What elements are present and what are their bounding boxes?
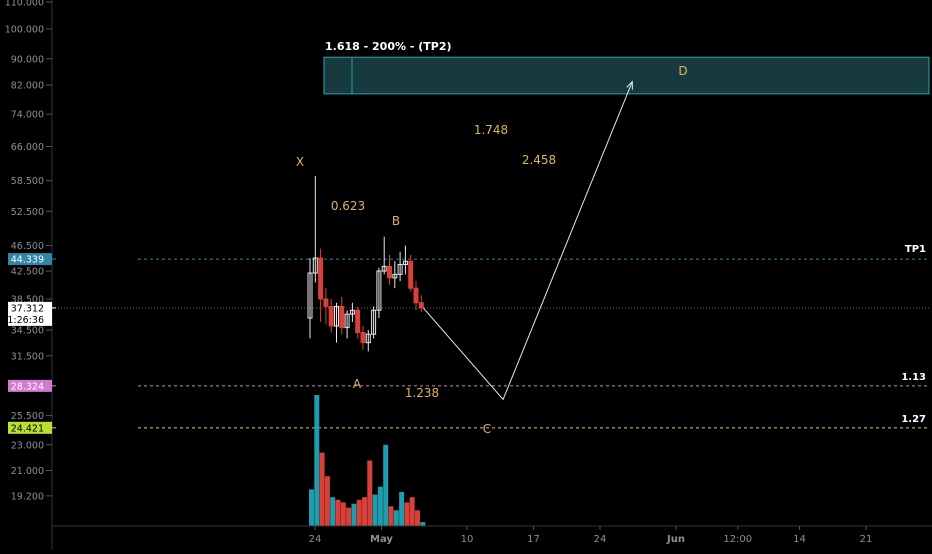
candle-body <box>323 298 329 307</box>
x-tick-label: 24 <box>309 534 322 545</box>
x-tick-label: 17 <box>527 534 540 545</box>
y-tick-label: 46.500 <box>11 241 44 252</box>
price-tag-bg <box>8 421 52 434</box>
candle-body <box>328 305 334 327</box>
candle-body <box>418 302 424 309</box>
candle-body <box>392 273 398 279</box>
x-tick-label: May <box>370 534 393 545</box>
pattern-path <box>422 81 633 401</box>
volume-bar <box>362 497 367 526</box>
y-tick-label: 52.500 <box>11 207 44 218</box>
ratio-label: 1.238 <box>405 386 439 400</box>
y-tick-label: 74.000 <box>11 110 44 121</box>
volume-bar <box>340 502 346 526</box>
volume-bar <box>314 395 320 526</box>
candle-body <box>307 272 313 319</box>
volume-bar <box>383 444 389 526</box>
volume-bar <box>393 510 399 526</box>
volume-bar <box>409 497 415 526</box>
volume-bar <box>335 499 341 526</box>
candle-body <box>334 305 339 327</box>
y-tick-label: 38.500 <box>11 295 44 306</box>
y-tick-label: 82.000 <box>11 81 44 92</box>
y-tick-label: 100.000 <box>5 24 44 35</box>
candle-body <box>339 305 345 329</box>
x-tick-label: 12:00 <box>723 534 752 545</box>
volume-bar <box>372 494 378 526</box>
candle-body <box>365 333 371 344</box>
candle-body <box>344 313 350 329</box>
y-tick-label: 31.500 <box>11 351 44 362</box>
x-tick-label: 14 <box>793 534 806 545</box>
candle-body <box>355 309 361 334</box>
y-tick-label: 66.000 <box>11 142 44 153</box>
volume-bar <box>324 476 330 526</box>
volume-bar <box>367 460 373 526</box>
pattern-arrow-head <box>626 80 633 90</box>
ratio-label: 2.458 <box>522 153 556 167</box>
ratio-label: 1.748 <box>474 123 508 137</box>
price-tag-bg <box>8 379 52 392</box>
candle-body <box>349 309 355 315</box>
y-tick-label: 23.000 <box>11 440 44 451</box>
y-tick-label: 110.000 <box>5 0 44 9</box>
candle-body <box>360 332 366 344</box>
x-tick-label: 10 <box>461 534 474 545</box>
volume-bar <box>309 489 314 526</box>
candle-body <box>387 265 392 279</box>
x-tick-label: 21 <box>860 534 873 545</box>
y-tick-label: 34.500 <box>11 326 44 337</box>
volume-bar <box>415 510 420 526</box>
x-tick-label: Jun <box>666 534 685 545</box>
pattern-point-d: D <box>678 64 687 78</box>
candle-body <box>402 260 408 265</box>
price-tag-value: 24.421 <box>11 423 44 434</box>
volume-bar <box>399 491 405 526</box>
tp2-zone <box>323 56 930 95</box>
y-tick-label: 21.000 <box>11 466 44 477</box>
volume-bar <box>388 506 394 526</box>
y-tick-label: 58.500 <box>11 176 44 187</box>
volume-bar <box>377 486 383 526</box>
pattern-point-a: A <box>353 377 362 391</box>
y-tick-label: 90.000 <box>11 54 44 65</box>
volume-bar <box>346 507 352 526</box>
level-label-1.27: 1.27 <box>901 414 926 425</box>
y-tick-label: 19.200 <box>11 491 44 502</box>
candle-body <box>376 270 382 311</box>
ratio-label: 0.623 <box>331 199 365 213</box>
price-tag-value: 37.312 <box>11 303 44 314</box>
price-tag-bg <box>8 301 52 326</box>
volume-bar <box>330 497 336 526</box>
price-tag-value: 28.324 <box>11 381 44 392</box>
candle-body <box>381 265 387 272</box>
y-tick-label: 25.500 <box>11 411 44 422</box>
tp2-zone-label: 1.618 - 200% - (TP2) <box>325 40 452 53</box>
volume-bar <box>351 503 357 526</box>
x-tick-label: 24 <box>594 534 607 545</box>
candle-body <box>371 309 377 335</box>
candle-body <box>312 257 318 274</box>
volume-bar <box>319 452 325 526</box>
volume-bar <box>420 522 426 526</box>
level-label-TP1: TP1 <box>905 244 926 255</box>
pattern-point-c: C <box>483 422 491 436</box>
price-tag-value: 44.339 <box>11 255 44 266</box>
candle-body <box>413 287 419 304</box>
candle-body <box>408 260 414 289</box>
candle-body <box>318 257 324 300</box>
volume-bar <box>404 502 410 526</box>
y-axis-panel <box>0 0 52 550</box>
price-tag-countdown: 11:26:36 <box>1 315 44 326</box>
pattern-point-b: B <box>392 214 400 228</box>
candle-body <box>397 263 403 275</box>
y-tick-label: 42.500 <box>11 267 44 278</box>
level-label-1.13: 1.13 <box>901 372 926 383</box>
price-tag-bg <box>8 253 52 266</box>
pattern-point-x: X <box>296 155 304 169</box>
volume-bar <box>356 499 362 526</box>
